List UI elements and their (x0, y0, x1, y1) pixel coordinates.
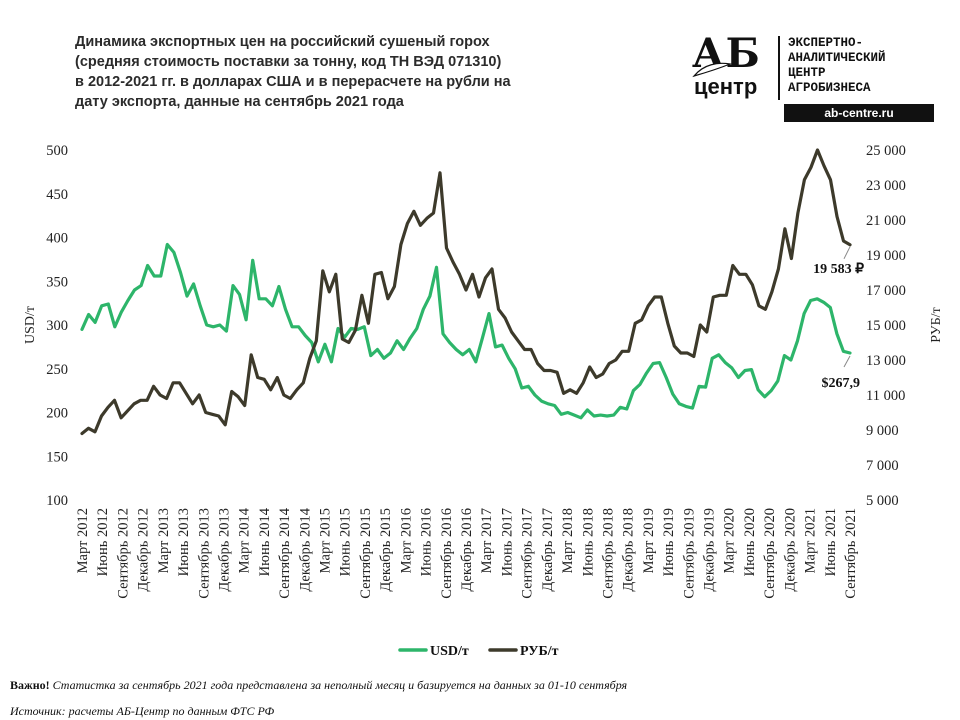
annotation-label: 19 583 ₽ (813, 262, 864, 277)
x-tick-label: Июнь 2013 (176, 508, 192, 576)
x-tick-label: Декабрь 2015 (378, 508, 394, 592)
x-tick-label: Сентябрь 2016 (439, 508, 455, 599)
title-line-1: Динамика экспортных цен на российский су… (75, 34, 490, 50)
footnote-label: Важно! (10, 678, 50, 692)
source-note: Источник: расчеты АБ-Центр по данным ФТС… (10, 704, 274, 719)
right-tick-label: 23 000 (866, 178, 906, 194)
ab-centre-logo: АБ центр ЭКСПЕРТНО- АНАЛИТИЧЕСКИЙ ЦЕНТР … (690, 30, 935, 122)
annotations: 19 583 ₽ $267,9 (813, 246, 864, 391)
y-left-label: USD/т (23, 306, 38, 344)
x-tick-label: Март 2021 (803, 508, 819, 573)
right-tick-label: 17 000 (866, 283, 906, 299)
right-tick-label: 25 000 (866, 143, 906, 159)
x-tick-label: Декабрь 2016 (459, 508, 475, 592)
right-tick-label: 15 000 (866, 318, 906, 334)
x-tick-label: Декабрь 2017 (540, 508, 556, 592)
footnote-text: Статистка за сентябрь 2021 года представ… (52, 678, 628, 692)
logo-url: ab-centre.ru (784, 104, 934, 122)
x-tick-label: Сентябрь 2017 (520, 508, 536, 599)
left-tick-label: 300 (46, 318, 68, 334)
legend-label: РУБ/т (520, 644, 559, 659)
x-tick-label: Сентябрь 2019 (681, 508, 697, 599)
logo-text-line: АГРОБИЗНЕСА (788, 81, 871, 95)
x-tick-label: Июнь 2019 (661, 508, 677, 576)
x-tick-label: Июнь 2012 (95, 508, 111, 576)
x-tick-label: Декабрь 2020 (782, 508, 798, 592)
x-tick-label: Март 2012 (75, 508, 91, 573)
series-lines (80, 148, 852, 436)
left-tick-label: 450 (46, 187, 68, 203)
legend-label: USD/т (430, 644, 469, 659)
x-tick-label: Декабрь 2012 (136, 508, 152, 592)
left-tick-label: 150 (46, 449, 68, 465)
footnote: Важно! Статистка за сентябрь 2021 года п… (10, 678, 627, 693)
annotation-leader (843, 355, 851, 368)
x-tick-label: Декабрь 2019 (702, 508, 718, 592)
left-tick-label: 500 (46, 143, 68, 159)
right-tick-label: 7 000 (866, 458, 899, 474)
series-line (80, 148, 852, 436)
title-line-4: дату экспорта, данные на сентябрь 2021 г… (75, 94, 404, 110)
x-tick-label: Сентябрь 2018 (600, 508, 616, 599)
x-tick-label: Март 2016 (398, 508, 414, 573)
annotation-leader (843, 246, 851, 260)
right-tick-label: 9 000 (866, 423, 899, 439)
left-tick-label: 350 (46, 274, 68, 290)
x-tick-label: Сентябрь 2015 (358, 508, 374, 599)
leaf-icon (692, 62, 732, 78)
left-tick-label: 250 (46, 362, 68, 378)
x-tick-label: Декабрь 2013 (216, 508, 232, 592)
x-tick-label: Март 2017 (479, 508, 495, 573)
x-tick-label: Июнь 2021 (823, 508, 839, 576)
x-tick-label: Июнь 2014 (257, 507, 273, 576)
x-tick-label: Сентябрь 2012 (115, 508, 131, 599)
legend: USD/т РУБ/т (398, 644, 559, 659)
logo-text: ЭКСПЕРТНО- АНАЛИТИЧЕСКИЙ ЦЕНТР АГРОБИЗНЕ… (788, 36, 886, 96)
x-tick-label: Сентябрь 2014 (277, 507, 293, 598)
x-tick-label: Июнь 2018 (580, 508, 596, 576)
x-tick-label: Сентябрь 2020 (762, 508, 778, 599)
left-tick-label: 100 (46, 493, 68, 509)
x-tick-label: Июнь 2017 (499, 508, 515, 576)
left-tick-label: 400 (46, 231, 68, 247)
series-line (80, 242, 852, 420)
right-axis-ticks: 5 000 7 000 9 000 11 000 13 000 15 000 17 000 1… (866, 143, 906, 509)
y-right-label: РУБ/т (929, 307, 944, 342)
right-tick-label: 21 000 (866, 213, 906, 229)
x-tick-label: Декабрь 2018 (621, 508, 637, 592)
logo-text-line: ЦЕНТР (788, 66, 826, 80)
chart-title: Динамика экспортных цен на российский су… (75, 32, 575, 112)
right-tick-label: 13 000 (866, 353, 906, 369)
title-line-2: (средняя стоимость поставки за тонну, ко… (75, 54, 502, 70)
source-text: расчеты АБ-Центр по данным ФТС РФ (68, 704, 275, 718)
left-axis-ticks: 100 150 200 250 300 350 400 450 500 (46, 143, 68, 509)
annotation-label: $267,9 (822, 376, 861, 391)
logo-divider (778, 36, 780, 100)
x-tick-label: Март 2014 (237, 507, 253, 573)
x-tick-label: Сентябрь 2013 (196, 508, 212, 599)
x-tick-label: Сентябрь 2021 (843, 508, 859, 599)
right-tick-label: 19 000 (866, 248, 906, 264)
x-tick-label: Декабрь 2014 (297, 507, 313, 591)
left-tick-label: 200 (46, 406, 68, 422)
x-tick-label: Июнь 2015 (338, 508, 354, 576)
logo-text-line: ЭКСПЕРТНО- (788, 36, 864, 50)
right-tick-label: 5 000 (866, 493, 899, 509)
x-axis-ticks: Март 2012 Июнь 2012 Сентябрь 2012 Декабрь 2… (75, 507, 859, 598)
logo-text-line: АНАЛИТИЧЕСКИЙ (788, 51, 886, 65)
x-tick-label: Июнь 2020 (742, 508, 758, 576)
x-tick-label: Март 2020 (722, 508, 738, 573)
x-tick-label: Июнь 2016 (419, 508, 435, 576)
title-line-3: в 2012-2021 гг. в долларах США и в перер… (75, 74, 511, 90)
logo-mark-centr: центр (694, 74, 758, 99)
x-tick-label: Март 2018 (560, 508, 576, 573)
x-tick-label: Март 2019 (641, 508, 657, 573)
source-label: Источник: (10, 704, 66, 718)
right-tick-label: 11 000 (866, 388, 905, 404)
logo-mark-ab: АБ (692, 30, 761, 77)
x-tick-label: Март 2015 (318, 508, 334, 573)
x-tick-label: Март 2013 (156, 508, 172, 573)
